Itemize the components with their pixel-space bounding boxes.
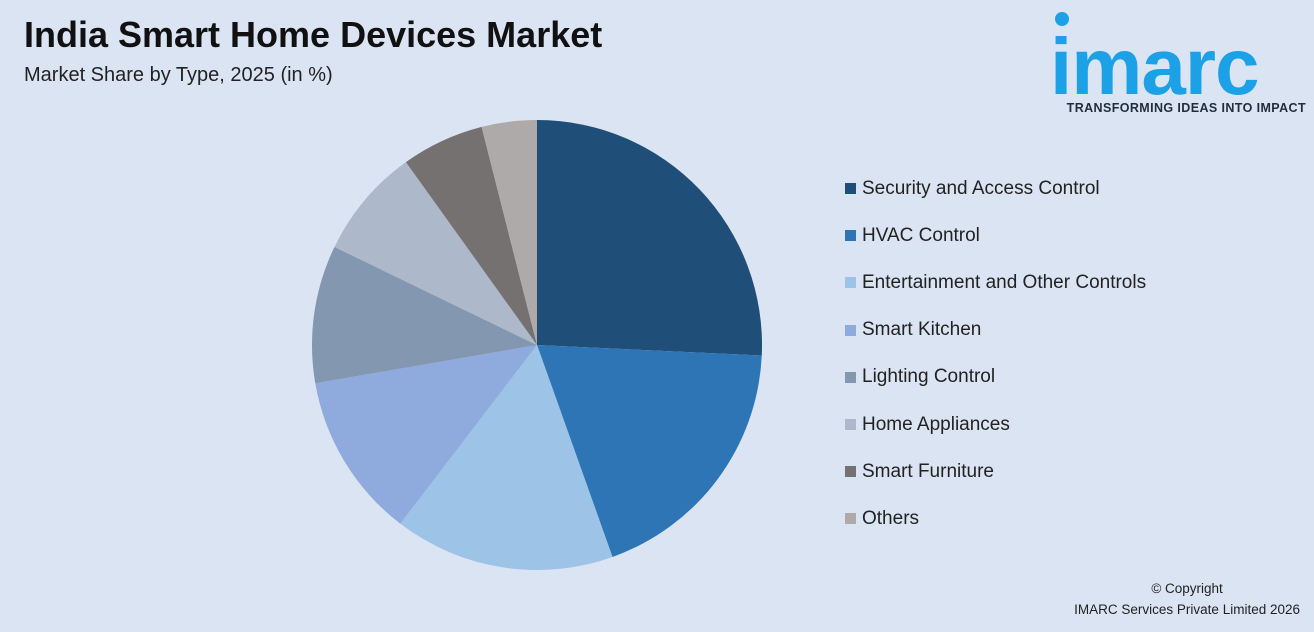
copyright: © Copyright IMARC Services Private Limit… (1074, 578, 1300, 620)
legend-label: Security and Access Control (862, 177, 1100, 199)
legend-swatch (845, 230, 856, 242)
pie-slice-smart-kitchen (315, 345, 537, 524)
imarc-logo: imarc (1050, 12, 1306, 122)
pie-slice-security-and-access-control (537, 120, 763, 356)
legend-item: Others (845, 495, 1146, 542)
legend-swatch (845, 513, 856, 525)
legend-swatch (845, 183, 856, 195)
chart-title: India Smart Home Devices Market (24, 14, 603, 55)
legend-label: Others (862, 507, 920, 529)
legend-label: Home Appliances (862, 413, 1010, 435)
legend-label: Entertainment and Other Controls (862, 271, 1147, 293)
pie-slice-entertainment-and-other-controls (400, 345, 613, 571)
legend-swatch (845, 324, 856, 336)
legend-item: Entertainment and Other Controls (845, 259, 1146, 306)
pie-chart (300, 110, 780, 580)
legend-item: Home Appliances (845, 401, 1146, 448)
legend-label: Lighting Control (862, 366, 996, 388)
copyright-line-2: IMARC Services Private Limited 2026 (1074, 602, 1300, 617)
pie-slice-home-appliances (334, 162, 537, 345)
legend-label: HVAC Control (862, 224, 980, 246)
legend-item: Smart Kitchen (845, 307, 1146, 354)
legend-swatch (845, 466, 856, 478)
pie-slice-hvac-control (537, 345, 762, 557)
chart-subtitle: Market Share by Type, 2025 (in %) (24, 64, 333, 86)
legend-label: Smart Kitchen (862, 319, 982, 341)
pie-slice-others (481, 120, 537, 345)
pie-slice-lighting-control (311, 246, 537, 384)
legend-label: Smart Furniture (862, 460, 994, 482)
legend-swatch (845, 277, 856, 289)
pie-slice-smart-furniture (405, 126, 537, 346)
logo-tagline: TRANSFORMING IDEAS INTO IMPACT (1066, 101, 1306, 115)
legend-item: Smart Furniture (845, 448, 1146, 495)
legend-item: Security and Access Control (845, 165, 1146, 212)
legend-item: Lighting Control (845, 354, 1146, 401)
logo-text: imarc (1050, 22, 1258, 102)
legend-swatch (845, 371, 856, 383)
copyright-line-1: © Copyright (1151, 581, 1223, 596)
chart-legend: Security and Access Control HVAC Control E… (845, 165, 1146, 543)
legend-swatch (845, 419, 856, 431)
legend-item: HVAC Control (845, 212, 1146, 259)
